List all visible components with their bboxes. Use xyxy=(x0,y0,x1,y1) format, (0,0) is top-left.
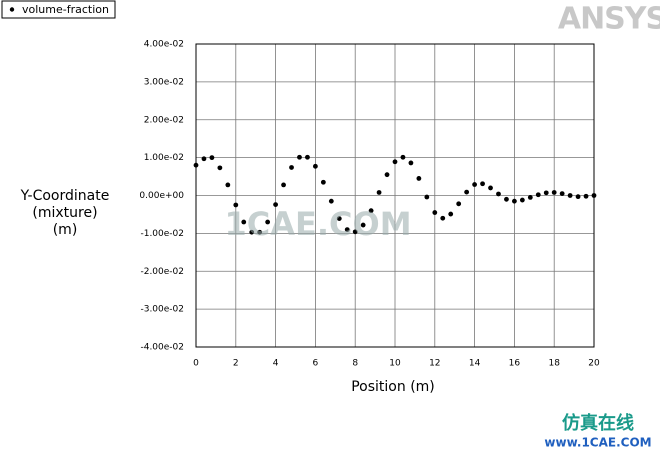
data-point xyxy=(305,154,310,160)
data-point xyxy=(297,154,302,160)
y-axis-label: (mixture) xyxy=(32,205,97,221)
data-point xyxy=(384,172,390,178)
x-tick-label: 6 xyxy=(313,359,319,369)
x-tick-label: 14 xyxy=(469,359,481,369)
x-axis-label: Position (m) xyxy=(351,379,435,395)
data-point xyxy=(241,219,247,225)
data-point xyxy=(249,229,255,235)
x-tick-label: 12 xyxy=(429,359,440,369)
data-point xyxy=(376,190,382,195)
data-point xyxy=(392,159,398,165)
data-point xyxy=(217,165,223,171)
data-point xyxy=(488,185,493,191)
data-point xyxy=(360,222,366,228)
data-point xyxy=(440,215,446,221)
data-point xyxy=(480,181,485,187)
y-axis-label: (m) xyxy=(53,222,78,238)
y-tick-label: -3.00e-02 xyxy=(140,305,184,315)
watermark: 仿真在线 xyxy=(562,412,634,434)
legend-marker xyxy=(9,7,15,12)
data-point xyxy=(336,216,342,222)
x-tick-label: 16 xyxy=(509,359,521,369)
data-point xyxy=(543,190,549,196)
data-point xyxy=(559,191,565,197)
data-point xyxy=(328,198,334,204)
y-tick-label: 1.00e-02 xyxy=(144,153,184,163)
data-point xyxy=(289,165,294,170)
data-point xyxy=(313,163,318,169)
data-point xyxy=(201,156,207,162)
data-point xyxy=(257,229,263,235)
data-point xyxy=(320,179,326,185)
logo: ANSYS xyxy=(558,2,660,37)
data-point xyxy=(416,176,422,181)
x-tick-label: 2 xyxy=(233,359,239,369)
data-point xyxy=(575,194,581,200)
data-point xyxy=(512,198,517,204)
data-point xyxy=(496,191,501,197)
y-tick-label: 4.00e-02 xyxy=(144,40,184,50)
data-point xyxy=(432,210,438,215)
data-point xyxy=(464,189,470,195)
y-tick-label: -4.00e-02 xyxy=(140,343,184,353)
data-point xyxy=(504,196,509,202)
x-tick-label: 8 xyxy=(352,359,358,369)
data-point xyxy=(265,219,271,225)
data-point xyxy=(527,194,533,200)
x-tick-label: 20 xyxy=(588,359,600,369)
y-tick-label: -1.00e-02 xyxy=(140,229,184,239)
data-point xyxy=(535,192,541,198)
data-point xyxy=(424,194,430,200)
legend-box xyxy=(1,0,116,19)
x-tick-label: 4 xyxy=(273,359,279,369)
data-point xyxy=(233,202,239,208)
y-axis-label: Y-Coordinate xyxy=(20,188,110,204)
plot-area: 4.00e-02 3.00e-02 2.00e-02 1.00e-02 0.00e+00… xyxy=(139,40,600,369)
data-point xyxy=(567,193,573,198)
data-point xyxy=(273,202,278,207)
data-point xyxy=(408,160,414,166)
data-point xyxy=(456,201,462,207)
y-tick-label: 0.00e+00 xyxy=(139,191,184,201)
y-tick-label: 3.00e-02 xyxy=(144,77,184,87)
data-point xyxy=(472,182,477,187)
data-point xyxy=(400,154,406,160)
watermark: www.1CAE.COM xyxy=(544,436,651,450)
data-point xyxy=(583,193,589,199)
x-tick-label: 0 xyxy=(193,359,199,369)
watermark: 1CAE.COM xyxy=(224,205,411,243)
data-point xyxy=(368,208,374,214)
data-point xyxy=(591,193,597,198)
data-point xyxy=(225,182,231,188)
data-point xyxy=(352,229,358,235)
data-point xyxy=(448,211,454,217)
data-point xyxy=(519,197,525,203)
legend-label: volume-fraction xyxy=(22,3,109,16)
x-tick-label: 18 xyxy=(548,359,560,369)
data-point xyxy=(209,155,215,161)
data-point xyxy=(551,190,557,195)
y-tick-label: -2.00e-02 xyxy=(140,267,184,277)
y-tick-label: 2.00e-02 xyxy=(144,115,184,125)
data-point xyxy=(344,227,350,232)
data-point xyxy=(281,182,286,188)
x-tick-label: 10 xyxy=(389,359,401,369)
data-point xyxy=(193,162,199,168)
